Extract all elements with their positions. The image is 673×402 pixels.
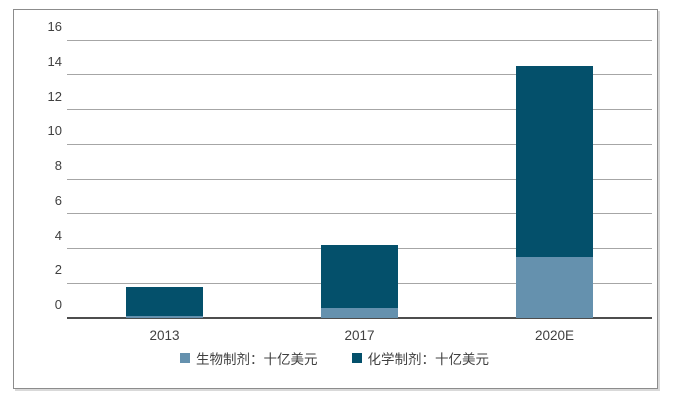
legend-item-生物制剂：十亿美元: 生物制剂：十亿美元 (180, 348, 318, 368)
y-tick-label-6: 6 (54, 192, 62, 208)
legend-swatch-icon (180, 353, 190, 363)
gridline-y-6 (67, 213, 652, 215)
bar-segment-2013-化学制剂：十亿美元 (126, 286, 203, 317)
gridline-y-12 (67, 109, 652, 110)
chart-frame: 0 2 4 6 8 10 12 14 16 2013 2017 2020E (13, 9, 658, 389)
y-tick-label-8: 8 (54, 158, 62, 173)
bar-segment-2020E-化学制剂：十亿美元 (516, 66, 593, 258)
y-tick-label-10: 10 (47, 123, 62, 139)
y-tick-label-16: 16 (47, 19, 62, 34)
y-tick-label-14: 14 (47, 53, 62, 69)
y-tick-label-4: 4 (54, 227, 62, 243)
gridline-y-8 (67, 178, 652, 180)
bar-segment-2013-生物制剂：十亿美元 (126, 316, 203, 318)
bar-segment-2017-化学制剂：十亿美元 (321, 245, 398, 308)
bar-stack-2013 (126, 286, 203, 318)
y-tick-label-12: 12 (47, 88, 62, 104)
y-tick-label-2: 2 (54, 262, 62, 278)
x-axis-baseline (67, 317, 652, 319)
x-tick-label-2017: 2017 (344, 328, 375, 343)
legend-label: 化学制剂：十亿美元 (367, 352, 490, 367)
legend-item-化学制剂：十亿美元: 化学制剂：十亿美元 (351, 348, 490, 368)
legend: 生物制剂：十亿美元 化学制剂：十亿美元 (13, 348, 656, 368)
gridline-y-16 (67, 39, 652, 41)
bar-stack-2020E (516, 66, 593, 318)
plot-area (67, 39, 652, 319)
x-tick-label-2020E: 2020E (534, 328, 575, 343)
bar-stack-2017 (321, 245, 398, 318)
bar-segment-2020E-生物制剂：十亿美元 (516, 257, 593, 318)
legend-label: 生物制剂：十亿美元 (196, 352, 318, 367)
x-tick-label-2013: 2013 (149, 328, 180, 343)
gridline-y-10 (67, 143, 652, 145)
bar-segment-2017-生物制剂：十亿美元 (321, 307, 398, 318)
gridline-y-14 (67, 74, 652, 76)
legend-swatch-icon (351, 353, 362, 363)
y-tick-label-0: 0 (54, 297, 62, 312)
